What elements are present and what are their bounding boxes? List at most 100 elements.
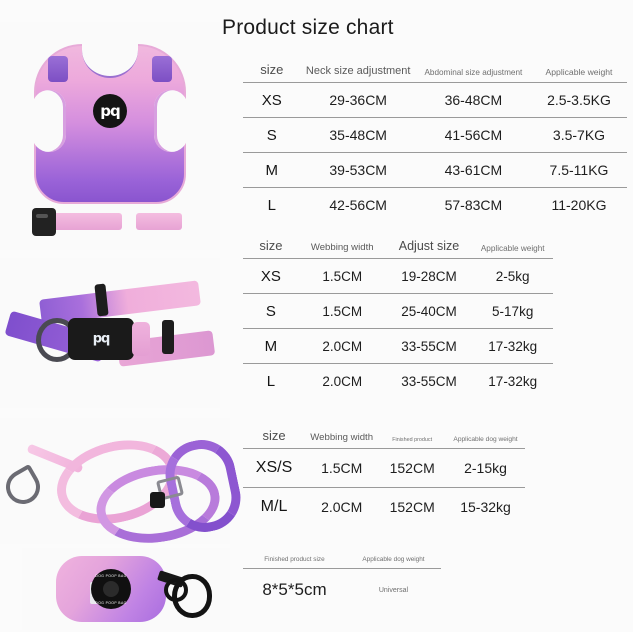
cell-weight: 17-32kg [472,363,553,398]
bag-hole-text-bottom: DOG POOP BAG [95,601,127,605]
cell-dog-weight: 15-32kg [446,487,525,526]
bag-hole-text-top: DOG POOP BAG [95,574,127,578]
table-header-row: Finished product size Applicable dog wei… [243,556,441,569]
cell-webbing: 1.5CM [298,258,386,294]
table-header-row: size Webbing width Finished product Appl… [243,428,525,449]
column-header-weight: Applicable weight [480,244,545,253]
table-row: S 35-48CM 41-56CM 3.5-7KG [243,117,627,153]
harness-strap-left [44,213,122,230]
table-row: L 2.0CM 33-55CM 17-32kg [243,363,553,398]
table-row: XS/S 1.5CM 152CM 2-15kg [243,448,525,488]
column-header-dog-weight: Applicable dog weight [453,436,518,443]
harness-strap-right [136,213,182,230]
brand-logo-text: pq [100,101,121,120]
table-row: XS 1.5CM 19-28CM 2-5kg [243,258,553,294]
harness-neck-opening [82,34,138,78]
cell-size: L [243,363,299,398]
column-header-finished: Finished product [392,437,433,443]
cell-size: S [243,117,301,153]
cell-size: L [243,187,301,222]
table-row: M 39-53CM 43-61CM 7.5-11KG [243,152,627,188]
cell-neck: 29-36CM [300,82,416,118]
product-image-dog-harness: pq [0,22,220,250]
cell-dog-weight: Universal [345,568,441,611]
cell-webbing: 1.5CM [305,448,379,488]
column-header-size: size [259,238,283,253]
size-table-harness: size Neck size adjustment Abdominal size… [243,62,627,222]
column-header-abdominal: Abdominal size adjustment [424,68,523,77]
brand-logo-text: pq [92,331,111,347]
cell-webbing: 1.5CM [298,293,386,329]
cell-neck: 42-56CM [300,187,416,222]
harness-leg-hole-right [154,90,188,152]
product-image-dog-leash [0,418,247,552]
column-header-finished-size: Finished product size [264,556,325,563]
table-header-row: size Webbing width Adjust size Applicabl… [243,238,553,259]
bag-holder-body: DOG POOP BAG DOG POOP BAG [56,556,166,622]
cell-size: XS [243,258,299,294]
column-header-weight: Applicable weight [545,67,613,77]
cell-finished-size: 8*5*5cm [243,568,346,611]
column-header-size: size [260,62,284,77]
harness-tab-right [152,56,172,82]
table-row: 8*5*5cm Universal [243,568,441,611]
cell-size: M/L [243,487,306,526]
cell-finished: 152CM [378,448,447,488]
cell-webbing: 2.0CM [298,363,386,398]
leash-snap-clip-icon [0,463,47,511]
cell-adjust: 19-28CM [385,258,473,294]
harness-graphic: pq [32,34,188,236]
column-header-size: size [262,428,286,443]
collar-keeper-loop [94,283,109,317]
harness-tab-left [48,56,68,82]
harness-leg-hole-left [32,90,66,152]
collar-buckle-tongue [132,322,150,356]
bag-dispenser-hole-icon: DOG POOP BAG DOG POOP BAG [91,569,131,609]
product-image-poop-bag-holder: DOG POOP BAG DOG POOP BAG [22,548,230,630]
cell-webbing: 2.0CM [298,328,386,364]
cell-abdominal: 43-61CM [415,152,531,188]
column-header-webbing: Webbing width [310,432,374,443]
cell-weight: 11-20KG [530,187,627,222]
cell-weight: 17-32kg [472,328,553,364]
size-table-leash: size Webbing width Finished product Appl… [243,428,525,526]
bag-carabiner-clip-icon [172,574,212,618]
column-header-dog-weight: Applicable dog weight [362,556,425,563]
leash-brand-tag [150,492,165,508]
column-header-webbing: Webbing width [310,242,374,253]
collar-slider [162,320,174,354]
product-image-dog-collar: pq [0,258,220,408]
cell-size: M [243,152,301,188]
collar-buckle-icon: pq [68,318,134,360]
cell-abdominal: 41-56CM [415,117,531,153]
cell-finished: 152CM [378,487,447,526]
cell-webbing: 2.0CM [305,487,379,526]
table-row: L 42-56CM 57-83CM 11-20KG [243,187,627,222]
cell-abdominal: 36-48CM [415,82,531,118]
table-row: M 2.0CM 33-55CM 17-32kg [243,328,553,364]
page-title: Product size chart [222,16,394,39]
size-table-poop-bag-holder: Finished product size Applicable dog wei… [243,556,441,611]
cell-size: M [243,328,299,364]
table-row: XS 29-36CM 36-48CM 2.5-3.5KG [243,82,627,118]
cell-abdominal: 57-83CM [415,187,531,222]
brand-logo-icon: pq [93,94,127,128]
cell-neck: 39-53CM [300,152,416,188]
cell-dog-weight: 2-15kg [446,448,525,488]
column-header-adjust: Adjust size [398,239,460,253]
table-header-row: size Neck size adjustment Abdominal size… [243,62,627,83]
cell-neck: 35-48CM [300,117,416,153]
cell-size: XS/S [243,448,306,488]
column-header-neck: Neck size adjustment [305,65,411,77]
cell-adjust: 25-40CM [385,293,473,329]
harness-buckle-icon [32,208,56,236]
cell-weight: 3.5-7KG [530,117,627,153]
cell-size: XS [243,82,301,118]
table-row: S 1.5CM 25-40CM 5-17kg [243,293,553,329]
size-table-collar: size Webbing width Adjust size Applicabl… [243,238,553,398]
cell-weight: 2-5kg [472,258,553,294]
cell-weight: 5-17kg [472,293,553,329]
cell-size: S [243,293,299,329]
cell-weight: 7.5-11KG [530,152,627,188]
